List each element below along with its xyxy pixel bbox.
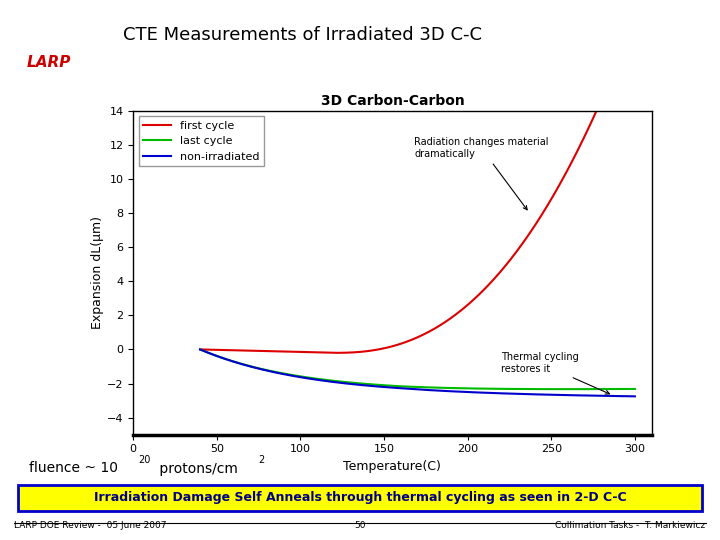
Text: LARP: LARP: [27, 55, 71, 70]
Text: CTE Measurements of Irradiated 3D C-C: CTE Measurements of Irradiated 3D C-C: [123, 26, 482, 44]
Text: protons/cm: protons/cm: [155, 462, 238, 476]
X-axis label: Temperature(C): Temperature(C): [343, 460, 441, 473]
Text: Radiation changes material
dramatically: Radiation changes material dramatically: [414, 137, 549, 210]
Text: LARP DOE Review -  05 June 2007: LARP DOE Review - 05 June 2007: [14, 521, 167, 530]
Text: 2: 2: [258, 455, 264, 465]
Text: Collimation Tasks -  T. Markiewicz: Collimation Tasks - T. Markiewicz: [555, 521, 706, 530]
FancyBboxPatch shape: [18, 485, 702, 510]
Y-axis label: Expansion dL(μm): Expansion dL(μm): [91, 216, 104, 329]
Text: Thermal cycling
restores it: Thermal cycling restores it: [501, 352, 609, 394]
Legend: first cycle, last cycle, non-irradiated: first cycle, last cycle, non-irradiated: [139, 116, 264, 166]
Text: 20: 20: [138, 455, 150, 465]
Title: 3D Carbon-Carbon: 3D Carbon-Carbon: [320, 94, 464, 108]
Text: fluence ~ 10: fluence ~ 10: [29, 462, 118, 476]
Text: 50: 50: [354, 521, 366, 530]
Text: Irradiation Damage Self Anneals through thermal cycling as seen in 2-D C-C: Irradiation Damage Self Anneals through …: [94, 491, 626, 504]
